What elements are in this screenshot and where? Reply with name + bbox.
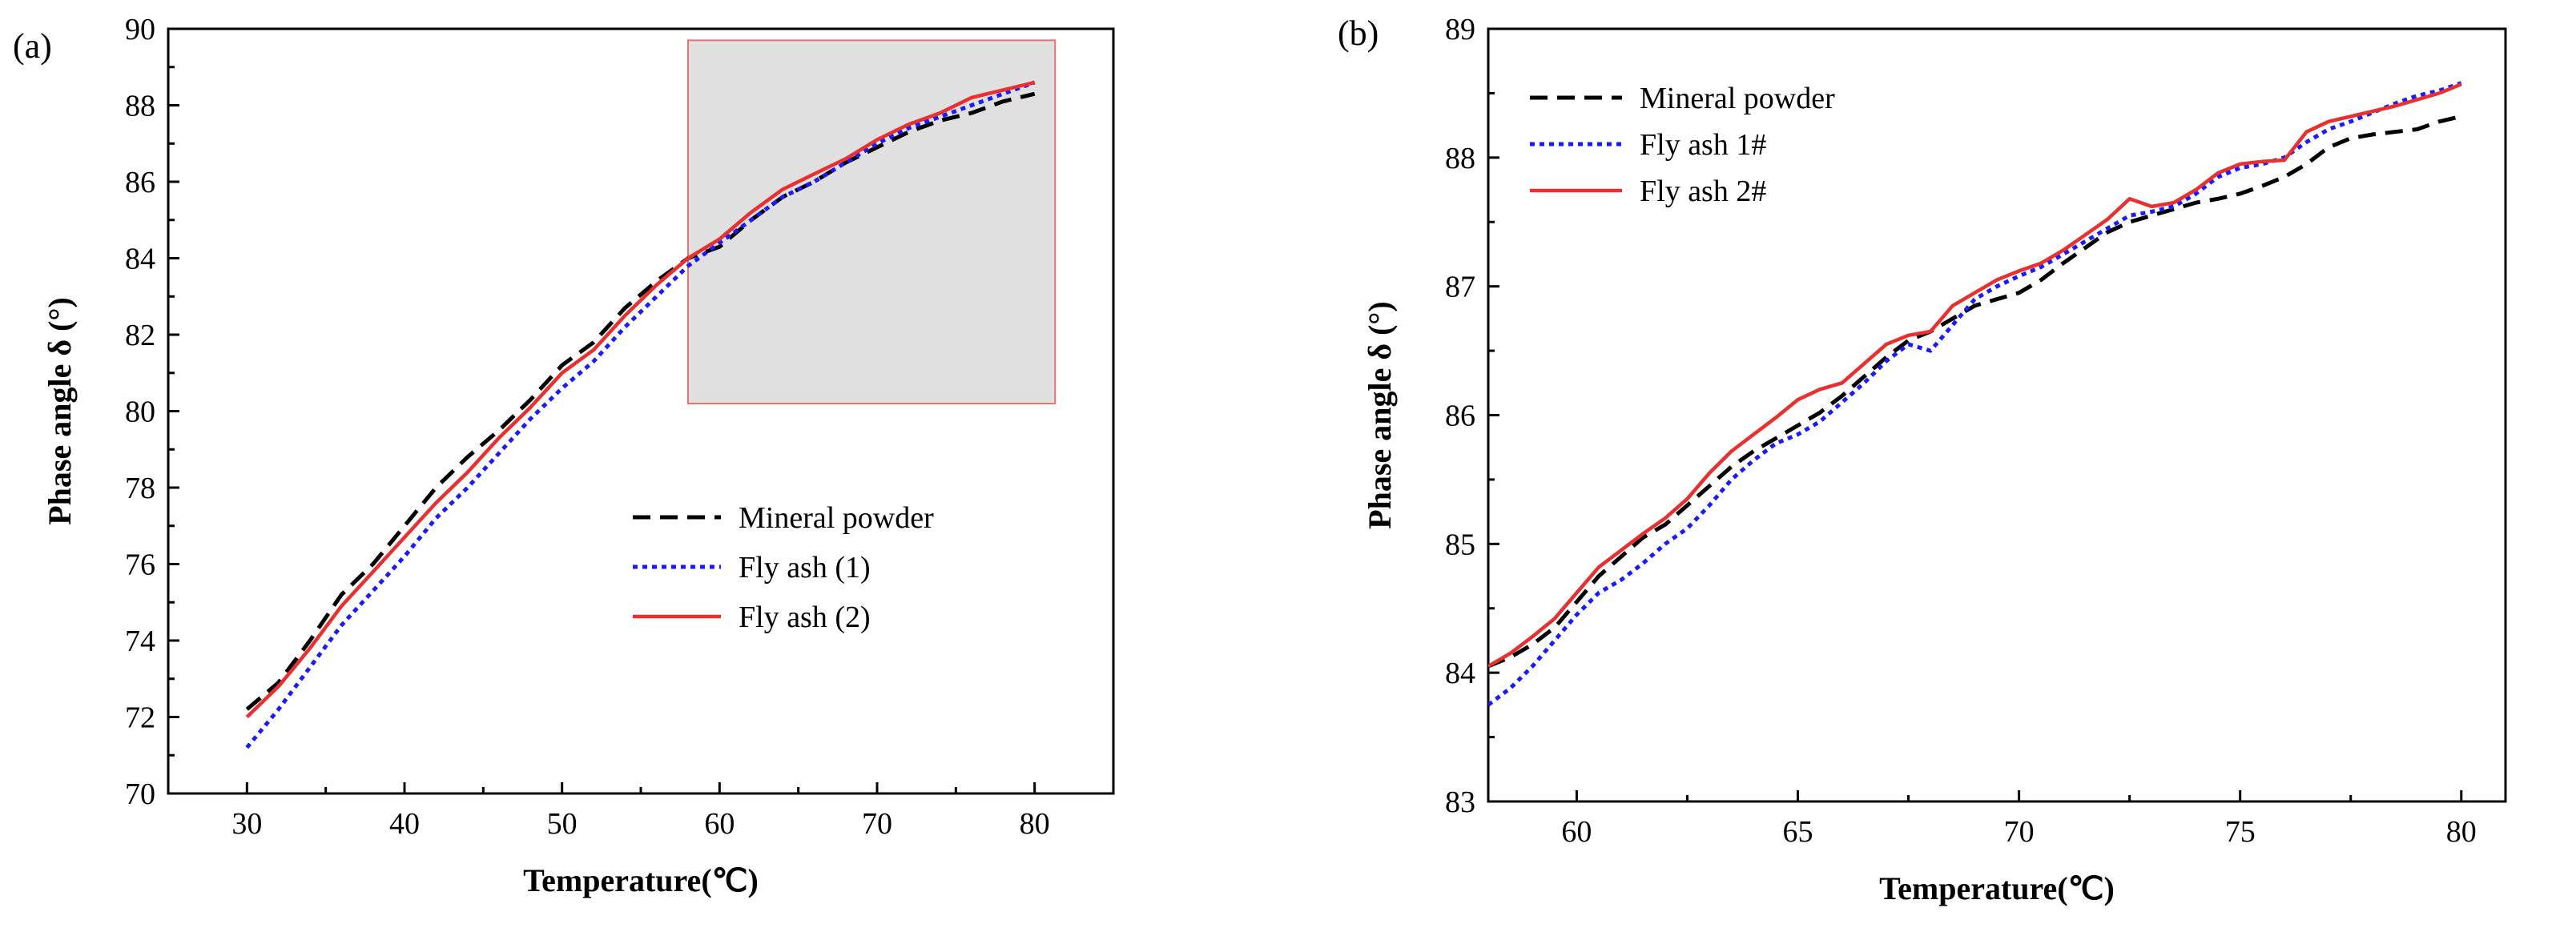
- panel-a-label: (a): [13, 26, 52, 66]
- panel-a-y-tick-label: 88: [125, 90, 155, 123]
- panel-a-series-line-3: [245, 80, 1036, 719]
- panel-a-legend: Mineral powder Fly ash (1) Fly ash (2): [633, 501, 934, 634]
- panel-a-chart: 30 40 50 60 70 80 70 72 74 76 78 80 82 84 86 88 90 Temper…: [13, 13, 1115, 898]
- panel-a-y-tick-label: 90: [125, 13, 155, 46]
- panel-a-x-tick-label: 70: [862, 807, 892, 841]
- panel-b-label: (b): [1338, 14, 1379, 53]
- panel-a-x-tick-label: 50: [547, 807, 578, 841]
- panel-b-series-line-2: [1488, 81, 2462, 707]
- panel-a-y-tick-label: 70: [125, 777, 155, 811]
- panel-a-legend-label-3: Fly ash (2): [739, 601, 871, 634]
- panel-a-y-tick-label: 86: [125, 166, 155, 199]
- panel-b-y-axis-title: Phase angle δ (°): [1362, 301, 1398, 529]
- panel-b-legend-label-2: Fly ash 1#: [1640, 128, 1766, 162]
- panel-b-legend: Mineral powder Fly ash 1# Fly ash 2#: [1530, 82, 1835, 208]
- panel-a-y-tick-label: 74: [125, 625, 155, 658]
- panel-a-legend-label-1: Mineral powder: [739, 501, 934, 535]
- panel-b-x-tick-label: 65: [1783, 815, 1813, 849]
- panel-b-series-group: [1488, 81, 2462, 707]
- panel-b-series-line-3: [1488, 82, 2462, 669]
- panel-a-y-tick-label: 84: [125, 243, 155, 276]
- panel-a-x-tick-label: 60: [704, 807, 735, 841]
- panel-a-legend-label-2: Fly ash (1): [739, 551, 871, 584]
- panel-b-legend-label-3: Fly ash 2#: [1640, 175, 1766, 208]
- panel-a-x-tick-label: 40: [389, 807, 420, 841]
- panel-b-y-tick-label: 87: [1445, 271, 1475, 304]
- panel-b-y-tick-label: 83: [1445, 785, 1475, 819]
- panel-b-x-tick-label: 80: [2446, 815, 2477, 849]
- panel-b-x-tick-label: 75: [2225, 815, 2256, 849]
- panel-a-zoom-region: [687, 39, 1057, 404]
- panel-b-y-tick-label: 88: [1445, 142, 1475, 175]
- panel-a-y-tick-label: 72: [125, 701, 155, 735]
- panel-b-y-tick-label: 84: [1445, 657, 1475, 690]
- panel-a-series-group: [245, 80, 1036, 749]
- panel-b-series-line-1: [1488, 114, 2462, 669]
- panel-b-x-tick-label: 70: [2004, 815, 2035, 849]
- panel-a-x-tick-label: 30: [231, 807, 262, 841]
- panel-b-legend-label-1: Mineral powder: [1640, 82, 1835, 115]
- panel-a-y-tick-label: 78: [125, 472, 155, 505]
- panel-b-x-axis-title: Temperature(℃): [1879, 870, 2115, 906]
- panel-b-y-tick-label: 89: [1445, 13, 1475, 46]
- panel-a-y-tick-label: 82: [125, 319, 155, 352]
- panel-a-series-line-2: [245, 80, 1036, 749]
- panel-b-chart: 60 65 70 75 80 83 84 85 86 87 88 89 Temperature(℃) Ph…: [1338, 13, 2507, 906]
- panel-a-x-tick-label: 80: [1020, 807, 1050, 841]
- panel-a-y-tick-label: 76: [125, 548, 155, 582]
- panel-a-y-axis-title: Phase angle δ (°): [42, 297, 78, 525]
- panel-b-y-tick-label: 85: [1445, 528, 1475, 561]
- panel-b-x-tick-label: 60: [1561, 815, 1592, 849]
- panel-a-y-tick-label: 80: [125, 396, 155, 429]
- panel-b-y-tick-label: 86: [1445, 400, 1475, 433]
- panel-a-x-axis-title: Temperature(℃): [523, 862, 759, 898]
- panel-a-series-line-1: [245, 91, 1036, 711]
